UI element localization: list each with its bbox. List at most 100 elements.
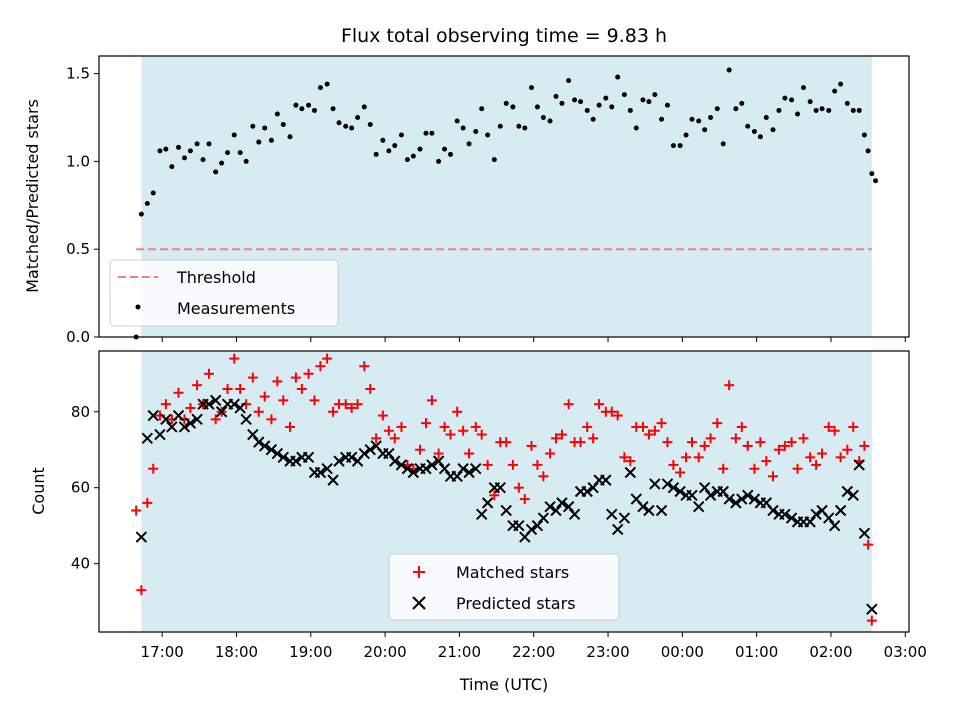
measurement-point	[621, 92, 627, 98]
measurement-point	[603, 95, 609, 101]
measurement-point	[807, 99, 813, 105]
measurement-point	[268, 137, 274, 143]
matched-star-point	[805, 452, 816, 463]
x-tick-label: 18:00	[215, 643, 258, 661]
predicted-star-point	[407, 466, 420, 479]
matched-star-point	[773, 444, 784, 455]
y-tick-label: 0.5	[66, 240, 90, 258]
predicted-star-point	[209, 394, 222, 407]
predicted-star-point	[730, 497, 742, 509]
legend-threshold-label: Threshold	[176, 268, 256, 287]
measurement-point	[169, 164, 175, 170]
measurement-point	[547, 118, 553, 124]
measurement-point	[873, 178, 879, 184]
matched-star-point	[835, 452, 846, 463]
y-tick-label: 40	[71, 555, 90, 573]
predicted-star-point	[637, 500, 649, 513]
predicted-star-point	[135, 531, 148, 543]
measurement-point	[306, 102, 312, 108]
matched-star-point	[619, 452, 630, 463]
bottom-panel-y-axis: 40 60 80	[71, 403, 99, 573]
measurement-point	[206, 141, 212, 147]
predicted-star-point	[321, 463, 333, 475]
matched-star-point	[192, 380, 203, 391]
predicted-star-point	[184, 417, 197, 429]
bottom-panel: 17:00 18:00 19:00 20:00 21:00 22:00 23:00 00:00…	[29, 350, 927, 694]
matched-star-point	[551, 433, 562, 444]
top-panel-legend: Threshold Measurements	[109, 259, 339, 327]
predicted-star-point	[537, 512, 550, 524]
measurement-point	[770, 127, 776, 133]
measurement-point	[138, 211, 144, 217]
predicted-star-point	[327, 474, 339, 486]
measurement-point	[726, 67, 732, 73]
predicted-star-point	[810, 508, 822, 520]
predicted-star-point	[191, 413, 203, 426]
measurement-point	[473, 129, 479, 135]
predicted-star-point	[858, 527, 871, 539]
measurement-point	[652, 92, 658, 98]
measurement-point	[609, 104, 615, 110]
matched-star-point	[538, 471, 549, 482]
predicted-star-point	[253, 436, 265, 448]
measurement-point	[640, 97, 646, 103]
predicted-star-point	[160, 413, 172, 426]
predicted-star-point	[401, 463, 414, 475]
top-legend-box	[109, 259, 339, 327]
legend-matched-label: Matched stars	[456, 563, 569, 582]
measurement-point	[510, 104, 516, 110]
y-tick-label: 0.0	[66, 328, 90, 346]
matched-star-point	[203, 368, 214, 379]
measurement-point	[714, 106, 720, 112]
matched-star-point	[136, 585, 147, 596]
predicted-star-point	[463, 466, 475, 479]
predicted-star-point	[531, 519, 544, 532]
bottom-panel-x-axis: 17:00 18:00 19:00 20:00 21:00 22:00 23:00 00:00…	[141, 632, 927, 661]
measurement-point	[343, 123, 349, 129]
measurement-point	[262, 125, 268, 131]
matched-star-point	[742, 440, 753, 451]
x-tick-label: 03:00	[884, 643, 927, 661]
predicted-star-point	[178, 421, 191, 433]
predicted-star-point	[141, 432, 154, 445]
measurement-point	[856, 107, 862, 113]
measurement-point	[789, 97, 795, 103]
measurement-point	[751, 129, 757, 135]
predicted-star-point	[568, 508, 581, 520]
predicted-star-point	[581, 485, 593, 498]
matched-star-point	[811, 459, 822, 470]
matched-star-point	[426, 395, 437, 406]
matched-star-point	[131, 505, 142, 516]
y-tick-label: 1.5	[66, 65, 90, 83]
top-panel-y-axis: 0.0 0.5 1.0 1.5	[66, 65, 99, 346]
legend-measurements-label: Measurements	[177, 299, 295, 318]
matched-star-point	[278, 395, 289, 406]
predicted-star-point	[364, 444, 376, 456]
measurement-point	[237, 150, 243, 156]
measurement-point	[485, 132, 491, 138]
predicted-star-point	[389, 455, 401, 467]
measurement-point	[423, 130, 429, 136]
matched-star-point	[786, 437, 797, 448]
measurement-point	[442, 146, 448, 152]
measurement-point	[373, 151, 379, 157]
measurement-point	[584, 107, 590, 113]
measurement-point	[739, 100, 745, 106]
matched-star-point	[482, 459, 493, 470]
measurement-point	[144, 201, 150, 207]
predicted-star-point	[674, 485, 686, 498]
matched-star-point	[662, 437, 673, 448]
matched-star-point	[222, 383, 233, 394]
predicted-star-point	[606, 508, 618, 520]
predicted-star-point	[841, 485, 854, 498]
matched-star-point	[637, 421, 648, 432]
measurement-point	[869, 171, 875, 177]
predicted-star-point	[525, 523, 538, 536]
measurement-point	[497, 123, 503, 129]
matched-star-point	[309, 395, 320, 406]
predicted-star-point	[804, 516, 816, 528]
predicted-star-point	[426, 459, 438, 471]
matched-star-point	[322, 353, 333, 364]
matched-star-point	[594, 399, 605, 410]
measurement-point	[813, 107, 819, 113]
